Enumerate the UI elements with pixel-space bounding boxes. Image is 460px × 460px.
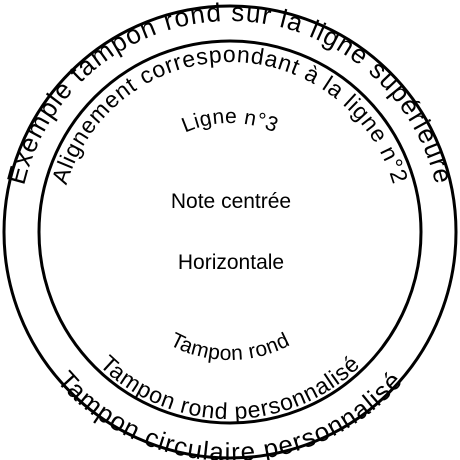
inner-ring — [37, 39, 423, 425]
stamp-line3-top: Ligne n°3 — [178, 105, 281, 137]
outer-ring — [2, 4, 458, 460]
stamp-line3-bottom: Tampon rond — [167, 328, 293, 365]
stamp-center-line1: Note centrée — [171, 190, 291, 213]
stamp-center-line2: Horizontale — [178, 251, 284, 274]
